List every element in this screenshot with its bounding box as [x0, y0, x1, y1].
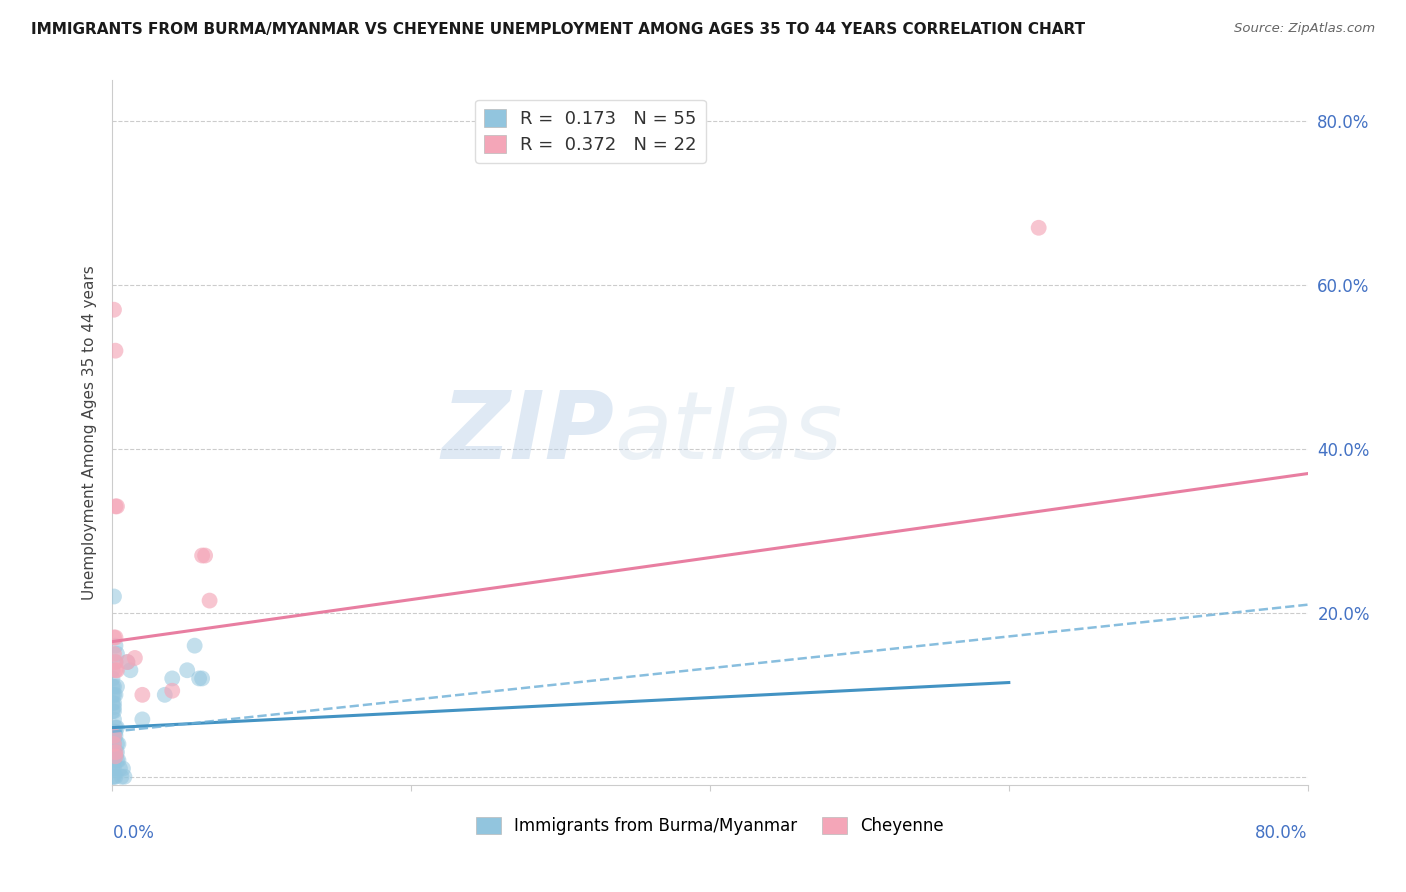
Point [101, 704, 124, 718]
Point [117, 655, 139, 669]
Point [103, 724, 125, 739]
Point [101, 663, 124, 677]
Point [104, 343, 127, 358]
Point [101, 696, 124, 710]
Point [103, 770, 125, 784]
Point [131, 688, 153, 702]
Point [105, 680, 128, 694]
Point [107, 737, 129, 751]
Point [103, 696, 125, 710]
Point [103, 745, 125, 759]
Point [103, 704, 125, 718]
Point [103, 729, 125, 743]
Point [191, 672, 214, 686]
Point [153, 688, 176, 702]
Point [103, 745, 125, 759]
Text: IMMIGRANTS FROM BURMA/MYANMAR VS CHEYENNE UNEMPLOYMENT AMONG AGES 35 TO 44 YEARS: IMMIGRANTS FROM BURMA/MYANMAR VS CHEYENN… [31, 22, 1085, 37]
Text: 80.0%: 80.0% [1256, 823, 1308, 842]
Point [183, 639, 205, 653]
Point [104, 745, 127, 759]
Point [103, 700, 125, 714]
Point [198, 593, 221, 607]
Text: atlas: atlas [614, 387, 842, 478]
Point [103, 737, 125, 751]
Legend: Immigrants from Burma/Myanmar, Cheyenne: Immigrants from Burma/Myanmar, Cheyenne [467, 809, 953, 844]
Point [103, 631, 125, 645]
Point [194, 549, 217, 563]
Point [176, 663, 198, 677]
Point [101, 688, 124, 702]
Point [104, 655, 127, 669]
Text: ZIP: ZIP [441, 386, 614, 479]
Point [103, 753, 125, 767]
Point [105, 500, 128, 514]
Point [1028, 220, 1050, 235]
Point [103, 762, 125, 776]
Point [191, 549, 214, 563]
Point [110, 770, 132, 784]
Point [104, 639, 127, 653]
Point [103, 688, 125, 702]
Point [104, 724, 127, 739]
Point [105, 753, 128, 767]
Text: 0.0%: 0.0% [112, 823, 155, 842]
Point [108, 762, 131, 776]
Point [104, 745, 127, 759]
Y-axis label: Unemployment Among Ages 35 to 44 years: Unemployment Among Ages 35 to 44 years [82, 265, 97, 600]
Point [101, 762, 124, 776]
Point [104, 729, 127, 743]
Point [104, 663, 127, 677]
Point [105, 737, 128, 751]
Point [120, 663, 142, 677]
Point [188, 672, 211, 686]
Point [103, 713, 125, 727]
Point [103, 647, 125, 661]
Point [103, 590, 125, 604]
Point [101, 729, 124, 743]
Point [103, 729, 125, 743]
Point [162, 683, 183, 698]
Point [114, 770, 135, 784]
Point [124, 651, 146, 665]
Point [101, 770, 124, 784]
Point [104, 500, 127, 514]
Point [104, 688, 127, 702]
Point [105, 721, 128, 735]
Point [104, 721, 127, 735]
Point [103, 753, 125, 767]
Point [103, 737, 125, 751]
Point [104, 631, 127, 645]
Point [101, 672, 124, 686]
Point [111, 762, 134, 776]
Point [107, 753, 129, 767]
Point [104, 749, 127, 764]
Point [105, 663, 128, 677]
Point [104, 655, 127, 669]
Point [101, 680, 124, 694]
Text: Source: ZipAtlas.com: Source: ZipAtlas.com [1234, 22, 1375, 36]
Point [131, 713, 153, 727]
Point [117, 655, 139, 669]
Point [162, 672, 183, 686]
Point [105, 745, 128, 759]
Point [103, 680, 125, 694]
Point [105, 647, 128, 661]
Point [103, 302, 125, 317]
Point [104, 770, 127, 784]
Point [104, 749, 127, 764]
